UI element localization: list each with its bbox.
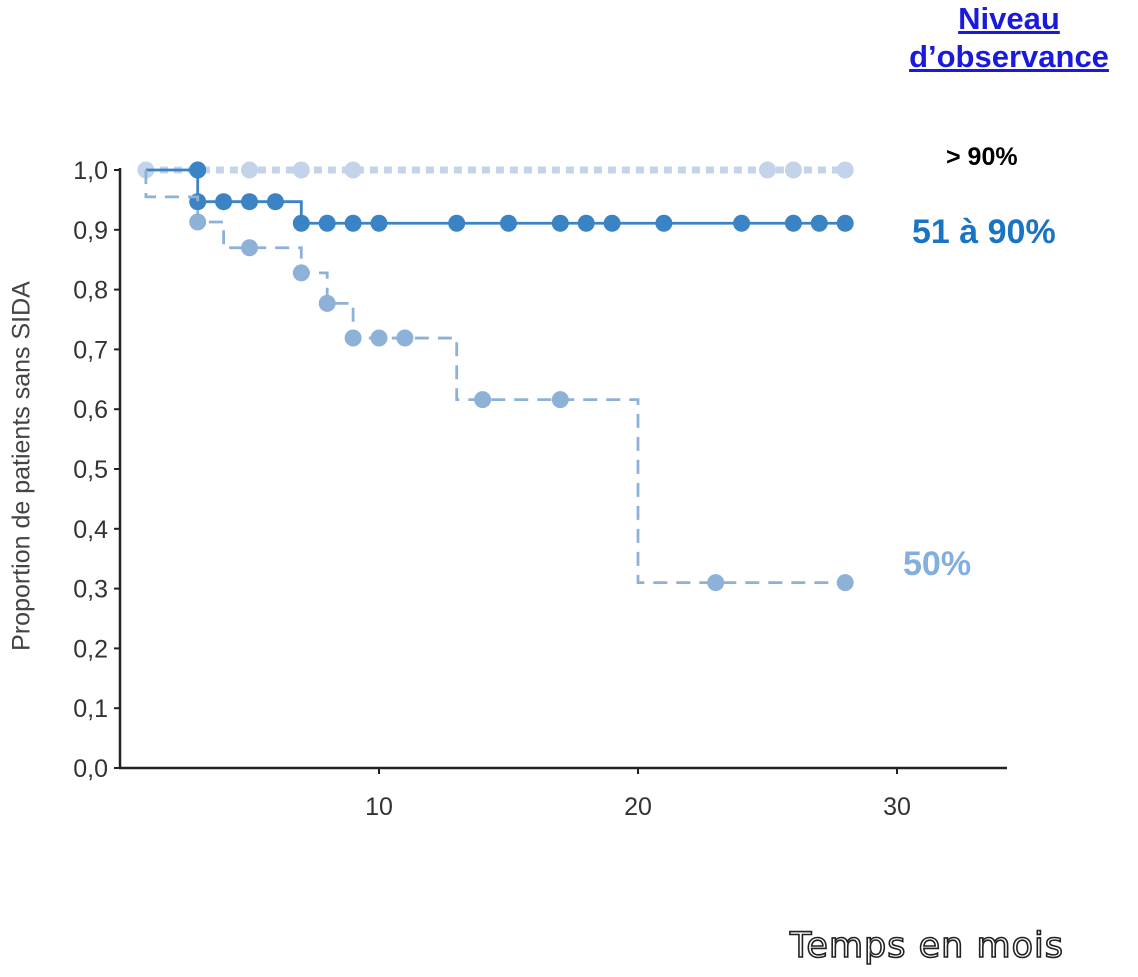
y-tick-label: 0,0 — [73, 755, 108, 783]
series-51-90-point — [655, 214, 673, 232]
series-51-90-point — [344, 214, 362, 232]
series-51-90-point — [733, 214, 751, 232]
series-gt90-point — [784, 161, 802, 179]
series-le50-point — [292, 264, 310, 282]
y-tick-label: 0,6 — [73, 396, 108, 424]
series-51-90-point — [215, 193, 233, 211]
series-51-90-point — [292, 214, 310, 232]
series-51-90-point — [577, 214, 595, 232]
series-51-90-point — [318, 214, 336, 232]
y-tick-label: 0,5 — [73, 456, 108, 484]
series-51-90-point — [603, 214, 621, 232]
series-le50-point — [318, 294, 336, 312]
series-le50-point — [396, 329, 414, 347]
series-le50-point — [370, 329, 388, 347]
series-layer — [137, 161, 854, 592]
series-le50-point — [551, 391, 569, 409]
series-51-90-point — [448, 214, 466, 232]
series-le50-point — [836, 574, 854, 592]
y-tick-label: 1,0 — [73, 157, 108, 185]
y-axis-title: Proportion de patients sans SIDA — [7, 281, 36, 651]
series-le50-point — [474, 391, 492, 409]
series-51-90-point — [836, 214, 854, 232]
legend-title-line2: d’observance — [909, 39, 1109, 74]
y-tick-label: 0,2 — [73, 635, 108, 663]
series-le50-point — [344, 329, 362, 347]
axes-layer: 0,0 0,1 0,2 0,3 0,4 0,5 0,6 0,7 0,8 0,9 1,0 10 20 30 — [73, 157, 1007, 821]
y-tick-label: 0,9 — [73, 217, 108, 245]
series-gt90-point — [836, 161, 854, 179]
y-tick-label: 0,8 — [73, 277, 108, 305]
x-axis-title: Temps en mois — [789, 925, 1064, 967]
series-51-90-point — [500, 214, 517, 232]
series-51-90-point — [551, 214, 569, 232]
series-le50-line — [144, 170, 846, 585]
series-51-90-point — [241, 193, 258, 211]
series-gt90-point — [241, 161, 258, 179]
series-51-90-point — [189, 161, 207, 179]
x-tick-label: 10 — [365, 793, 393, 821]
y-tick-label: 0,4 — [73, 516, 108, 544]
series-le50-point — [241, 239, 258, 257]
series-51-90-point — [266, 193, 284, 211]
series-51-90-point — [810, 214, 828, 232]
series-gt90-point — [759, 161, 776, 179]
y-tick-label: 0,7 — [73, 336, 108, 364]
legend-title-line1: Niveau — [958, 1, 1060, 36]
series-gt90-point — [344, 161, 362, 179]
series-le50-point — [189, 213, 207, 231]
legend-title: Niveau d’observance — [880, 0, 1138, 76]
x-tick-label: 20 — [624, 793, 652, 821]
y-tick-label: 0,1 — [73, 695, 108, 723]
series-le50-point — [707, 574, 725, 592]
y-tick-label: 0,3 — [73, 576, 108, 604]
series-51-90-point — [370, 214, 388, 232]
series-51-90-point — [784, 214, 802, 232]
series-gt90-point — [292, 161, 310, 179]
series-label-51-90: 51 à 90% — [912, 213, 1056, 251]
series-label-gt90: > 90% — [946, 143, 1018, 171]
x-tick-label: 30 — [883, 793, 911, 821]
series-label-le50: 50% — [903, 545, 972, 583]
